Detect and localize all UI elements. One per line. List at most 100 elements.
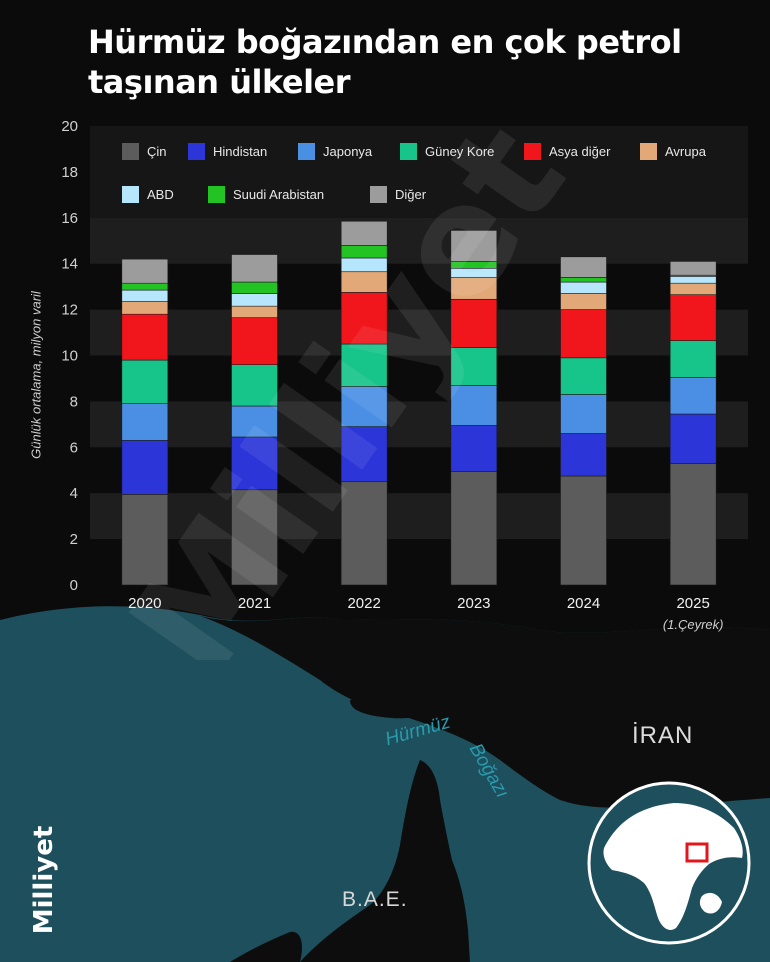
bar-segment-8 xyxy=(560,256,607,278)
bar-segment-6 xyxy=(669,276,717,284)
bar-segment-2 xyxy=(669,377,717,415)
bar-segment-8 xyxy=(669,261,717,276)
qeshm-island xyxy=(350,696,430,719)
bar-segment-1 xyxy=(450,425,498,472)
map-label-uae: B.A.E. xyxy=(342,888,408,911)
legend-item: Avrupa xyxy=(640,143,707,160)
legend-swatch xyxy=(640,143,657,160)
bar-segment-5 xyxy=(560,293,607,310)
legend-label: Güney Kore xyxy=(425,144,494,159)
y-tick-label: 16 xyxy=(61,210,78,227)
legend-swatch xyxy=(188,143,205,160)
legend-item: Asya diğer xyxy=(524,143,611,160)
title-line-1: Hürmüz boğazından en çok petrol xyxy=(88,23,682,61)
legend-label: ABD xyxy=(147,187,174,202)
legend-item: Suudi Arabistan xyxy=(208,186,324,203)
y-axis-label: Günlük ortalama, milyon varil xyxy=(28,291,44,459)
legend: Çin Hindistan Japonya Güney Kore Asya diğer A… xyxy=(122,143,707,203)
bar-segment-8 xyxy=(340,220,388,246)
legend-label: Diğer xyxy=(395,187,427,202)
legend-label: Hindistan xyxy=(213,144,267,159)
bar-segment-2 xyxy=(560,394,607,434)
y-axis-ticks: 0 2 4 6 8 10 12 14 16 18 20 xyxy=(61,118,78,594)
bar-stack-2020 xyxy=(121,258,169,586)
legend-item: ABD xyxy=(122,186,174,203)
x-axis-ticks: 2020 2021 2022 2023 2024 2025 (1.Çeyrek) xyxy=(128,595,723,632)
y-tick-label: 6 xyxy=(70,439,78,456)
region-marker-icon xyxy=(685,842,709,863)
bar-segment-5 xyxy=(669,282,717,295)
y-tick-label: 12 xyxy=(61,302,78,319)
bar-segment-8 xyxy=(121,258,169,284)
y-tick-label: 14 xyxy=(61,256,78,273)
bar-segment-7 xyxy=(560,277,607,283)
band xyxy=(90,493,748,540)
bar-segment-7 xyxy=(231,281,278,294)
bar-segment-0 xyxy=(450,471,498,586)
globe-icon xyxy=(587,781,751,945)
iran-coast xyxy=(200,616,770,808)
legend-swatch xyxy=(122,186,139,203)
legend-swatch xyxy=(122,143,139,160)
legend-item: Hindistan xyxy=(188,143,267,160)
bar-segment-6 xyxy=(560,281,607,294)
bar-segment-7 xyxy=(121,282,169,291)
background-bands xyxy=(90,126,748,540)
bar-segment-3 xyxy=(560,357,607,395)
bar-segment-4 xyxy=(669,294,717,341)
bar-segment-3 xyxy=(669,340,717,378)
x-tick-label: 2021 xyxy=(238,595,271,612)
bar-segment-4 xyxy=(231,317,278,365)
y-tick-label: 20 xyxy=(61,118,78,135)
bar-segment-5 xyxy=(121,301,169,315)
legend-label: Çin xyxy=(147,144,167,159)
legend-swatch xyxy=(298,143,315,160)
legend-swatch xyxy=(524,143,541,160)
bar-segment-0 xyxy=(669,463,717,586)
legend-label: Asya diğer xyxy=(549,144,611,159)
bar-segment-3 xyxy=(231,364,278,407)
bar-segment-0 xyxy=(231,489,278,586)
bar-segment-3 xyxy=(340,343,388,387)
legend-item: Japonya xyxy=(298,143,373,160)
x-tick-label: 2023 xyxy=(457,595,490,612)
legend-label: Japonya xyxy=(323,144,373,159)
map-label-iran: İRAN xyxy=(632,722,694,749)
y-tick-label: 0 xyxy=(70,577,78,594)
legend-item: Diğer xyxy=(370,186,427,203)
brand-logo: Milliyet xyxy=(29,825,59,935)
x-tick-label: 2024 xyxy=(567,595,600,612)
legend-swatch xyxy=(400,143,417,160)
bar-segment-2 xyxy=(121,403,169,441)
bar-segment-6 xyxy=(121,289,169,302)
bar-stack-group xyxy=(121,220,717,586)
legend-swatch xyxy=(370,186,387,203)
bar-segment-8 xyxy=(231,254,278,283)
bar-stack-2021 xyxy=(231,254,278,586)
uae-coast xyxy=(230,931,302,962)
bar-segment-8 xyxy=(450,230,498,262)
musandam-coast xyxy=(300,760,470,962)
title-line-2: taşınan ülkeler xyxy=(88,63,351,101)
bar-segment-1 xyxy=(121,440,169,495)
band xyxy=(90,309,748,356)
legend-swatch xyxy=(208,186,225,203)
x-tick-label: 2022 xyxy=(347,595,380,612)
bar-segment-0 xyxy=(340,481,388,586)
bar-segment-0 xyxy=(560,475,607,586)
bar-segment-1 xyxy=(340,426,388,483)
bar-segment-4 xyxy=(450,298,498,348)
map-background xyxy=(0,606,770,962)
chart-title: Hürmüz boğazından en çok petrol taşınan … xyxy=(88,22,748,102)
band xyxy=(90,401,748,448)
y-tick-label: 8 xyxy=(70,393,78,410)
y-tick-label: 10 xyxy=(61,348,78,365)
bar-segment-0 xyxy=(121,494,169,586)
bar-stack-2025 xyxy=(669,261,717,586)
bar-segment-4 xyxy=(340,292,388,345)
bar-segment-3 xyxy=(121,359,169,404)
x-tick-note: (1.Çeyrek) xyxy=(663,617,724,632)
bar-segment-1 xyxy=(560,433,607,477)
